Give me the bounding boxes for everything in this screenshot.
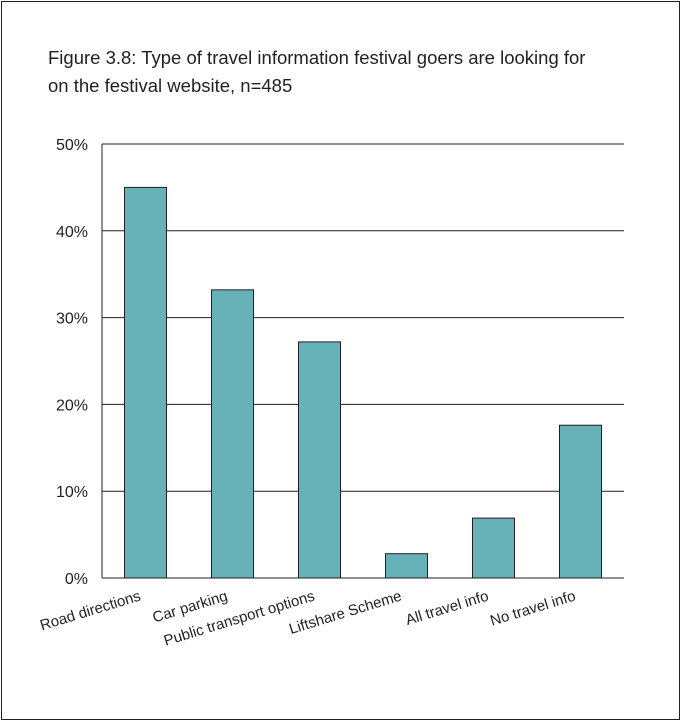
y-tick-label: 40% bbox=[56, 224, 88, 241]
y-tick-label: 0% bbox=[65, 571, 88, 588]
bar bbox=[211, 289, 254, 579]
y-tick-label: 30% bbox=[56, 311, 88, 328]
x-tick-label: All travel info bbox=[404, 588, 491, 629]
figure-title: Figure 3.8: Type of travel information f… bbox=[48, 47, 586, 96]
y-tick-label: 20% bbox=[56, 397, 88, 414]
x-tick-label: No travel info bbox=[488, 588, 577, 630]
bar bbox=[559, 424, 602, 579]
bar bbox=[298, 341, 341, 579]
gridlines bbox=[102, 143, 624, 579]
bars bbox=[124, 186, 602, 579]
x-tick-label: Public transport options bbox=[162, 588, 317, 650]
y-tick-label: 50% bbox=[56, 137, 88, 154]
bar bbox=[385, 553, 428, 579]
x-tick-label: Road directions bbox=[38, 588, 143, 635]
y-tick-labels: 0% 10% 20% 30% 40% 50% bbox=[56, 137, 88, 588]
bar bbox=[124, 186, 167, 579]
bar bbox=[472, 517, 515, 579]
y-tick-label: 10% bbox=[56, 484, 88, 501]
